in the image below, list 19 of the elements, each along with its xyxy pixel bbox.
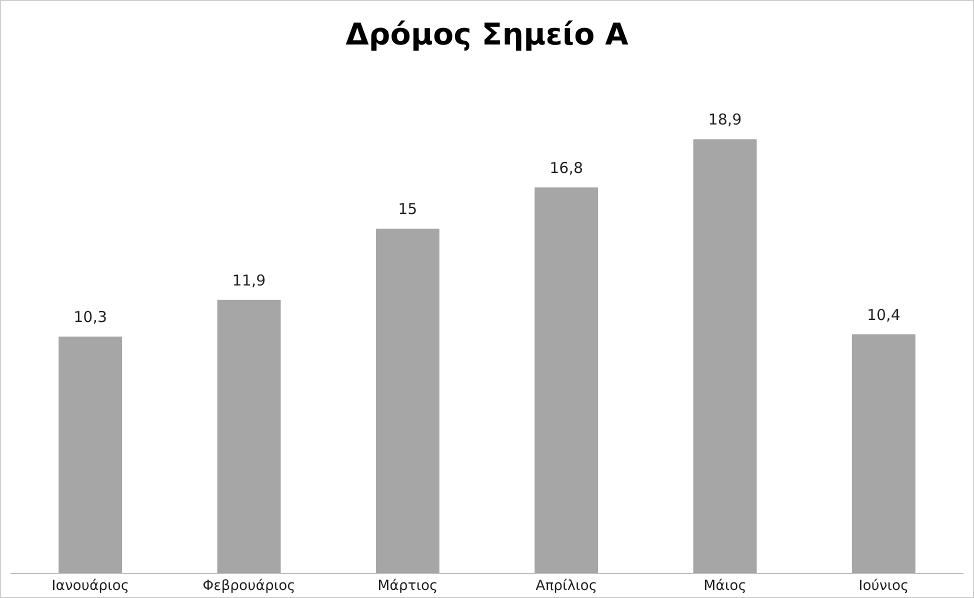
data-label: 15	[398, 200, 418, 218]
data-label: 10,3	[74, 308, 108, 326]
data-label: 10,4	[866, 306, 900, 324]
x-tick-label: Μάρτιος	[378, 578, 438, 594]
bar	[852, 334, 916, 573]
bar	[534, 187, 598, 573]
x-tick-label: Φεβρουάριος	[202, 578, 296, 594]
data-label: 11,9	[232, 271, 266, 290]
bar	[693, 139, 757, 573]
data-label: 16,8	[550, 158, 584, 177]
bar	[58, 336, 122, 573]
chart-title: Δρόμος Σημείο Α	[346, 18, 630, 52]
bar	[376, 228, 440, 573]
x-tick-label: Ιανουάριος	[52, 578, 130, 594]
x-tick-label: Μάιος	[704, 578, 746, 594]
bar	[217, 300, 281, 573]
x-tick-label: Απρίλιος	[536, 578, 598, 594]
data-label: 18,9	[708, 110, 742, 129]
x-tick-label: Ιούνιος	[858, 578, 909, 594]
